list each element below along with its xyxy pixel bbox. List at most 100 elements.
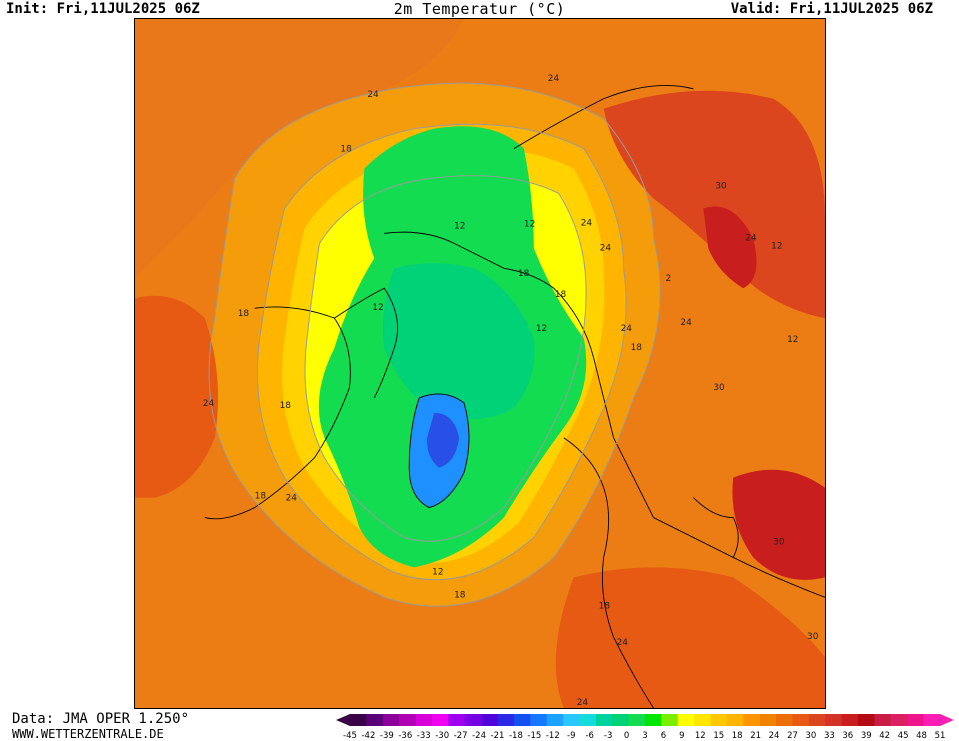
contour-label: 24 (617, 638, 629, 648)
legend-tick-label: -36 (398, 731, 412, 741)
legend-swatch (497, 714, 515, 726)
contour-label: 24 (286, 494, 298, 504)
legend-ticks: -45 -42 -39 -36 -33 -30 -27 -24 -21 -18 -15 -12 -9 -6… (343, 731, 945, 741)
contour-label: 12 (454, 221, 465, 231)
contour-label: 18 (238, 309, 250, 319)
legend-swatch (595, 714, 613, 726)
legend-swatch (448, 714, 466, 726)
america-warm (135, 295, 219, 498)
legend-swatch (382, 714, 400, 726)
map-title: 2m Temperatur (°C) (393, 0, 566, 18)
temperature-map: 24 24 18 24 24 30 24 12 12 12 18 18 18 12 24 24 18 24 18 12… (134, 18, 826, 709)
legend-tick-label: -27 (454, 731, 468, 741)
legend-tick-label: 3 (642, 731, 647, 741)
legend-swatch (464, 714, 482, 726)
legend-swatches (336, 714, 954, 726)
contour-label: 18 (518, 269, 530, 279)
legend-tick-label: -24 (472, 731, 486, 741)
asia-hot-zone (603, 90, 825, 319)
legend-tick-label: -3 (604, 731, 612, 741)
legend-arrow-left (336, 714, 350, 726)
legend-tick-label: -15 (527, 731, 541, 741)
contour-label: 18 (555, 290, 567, 300)
legend-swatch (530, 714, 548, 726)
legend-swatch (792, 714, 810, 726)
valid-time: Valid: Fri,11JUL2025 06Z (730, 1, 933, 17)
legend-tick-label: 6 (661, 731, 666, 741)
legend-swatch (628, 714, 646, 726)
legend-tick-label: -42 (361, 731, 375, 741)
legend-tick-label: 30 (806, 731, 817, 741)
legend-tick-label: 12 (695, 731, 706, 741)
legend-swatch (399, 714, 417, 726)
contour-label: 18 (631, 343, 643, 353)
contour-label: 24 (680, 318, 692, 328)
legend-tick-label: 48 (916, 731, 927, 741)
legend-swatch (694, 714, 712, 726)
legend-swatch (677, 714, 695, 726)
legend-tick-label: 0 (624, 731, 629, 741)
legend-swatch (563, 714, 580, 726)
legend-swatch (858, 714, 875, 726)
legend-swatch (808, 714, 826, 726)
legend-tick-label: 33 (824, 731, 835, 741)
contour-label: 18 (599, 601, 611, 611)
contour-label: 24 (203, 399, 215, 409)
legend-swatch (661, 714, 679, 726)
website-credit: WWW.WETTERZENTRALE.DE (12, 727, 164, 741)
contour-label: 18 (340, 145, 352, 155)
legend-swatch (923, 714, 941, 726)
legend-tick-label: -39 (380, 731, 394, 741)
contour-label: 24 (745, 233, 757, 243)
legend-swatch (366, 714, 384, 726)
contour-label: 2 (665, 274, 671, 284)
legend-swatch (431, 714, 449, 726)
contour-label: 24 (548, 74, 560, 84)
contour-label: 12 (432, 567, 443, 577)
legend-swatch (759, 714, 777, 726)
contour-label: 30 (773, 537, 785, 547)
legend-swatch (710, 714, 728, 726)
legend-tick-label: 15 (713, 731, 724, 741)
legend-swatch (612, 714, 630, 726)
legend-tick-label: 39 (861, 731, 872, 741)
asia-hot-inner (703, 206, 757, 289)
legend-swatch (841, 714, 859, 726)
contour-label: 12 (787, 335, 798, 345)
legend-tick-label: 21 (750, 731, 761, 741)
contour-label: 18 (280, 401, 292, 411)
legend-swatch (513, 714, 531, 726)
legend-tick-label: 42 (879, 731, 890, 741)
isotherms (208, 82, 661, 607)
init-time: Init: Fri,11JUL2025 06Z (6, 1, 200, 17)
pacific-warm-zone (135, 19, 465, 279)
contour-label: 18 (454, 590, 466, 600)
legend-swatch (874, 714, 892, 726)
legend-swatch (481, 714, 498, 726)
contour-label: 24 (577, 698, 589, 708)
contour-label: 12 (536, 324, 547, 334)
legend-swatch (726, 714, 744, 726)
contour-label: 12 (524, 219, 535, 229)
legend-tick-label: 9 (679, 731, 684, 741)
legend-tick-label: -12 (546, 731, 560, 741)
legend-tick-label: -45 (343, 731, 357, 741)
middle-east-hot (732, 469, 825, 580)
legend-tick-label: 51 (935, 731, 946, 741)
legend-swatch (743, 714, 761, 726)
legend-arrow-right (940, 714, 954, 726)
legend-swatch (645, 714, 662, 726)
contour-label: 24 (621, 324, 633, 334)
contour-label: 30 (715, 182, 727, 192)
legend-tick-label: -9 (567, 731, 575, 741)
contour-label: 30 (807, 632, 819, 642)
legend-tick-label: 45 (898, 731, 909, 741)
legend-swatch (350, 714, 367, 726)
contour-label: 24 (600, 243, 612, 253)
contour-label: 12 (372, 303, 383, 313)
greenland-core (427, 412, 460, 468)
legend-tick-label: -30 (435, 731, 449, 741)
arctic-core (383, 263, 535, 420)
legend-tick-label: -18 (509, 731, 523, 741)
contour-label: 12 (771, 241, 782, 251)
